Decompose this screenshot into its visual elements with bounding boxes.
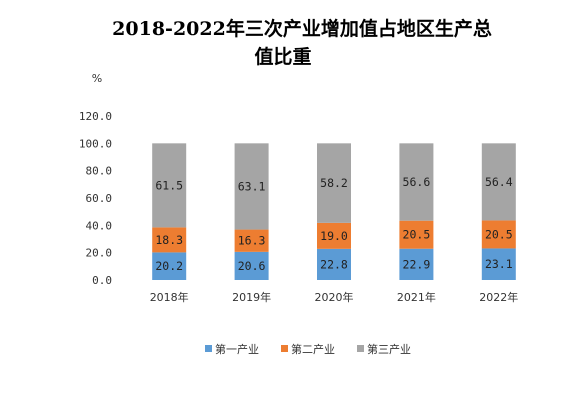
bar-segment xyxy=(399,143,434,221)
legend-label: 第二产业 xyxy=(291,342,335,356)
bars-group: 20.2 18.3 61.5 20.6 16.3 63.1 22.8 19.0 58.2 22.9… xyxy=(152,143,516,280)
y-tick-label: 80.0 xyxy=(86,165,113,178)
y-tick-label: 100.0 xyxy=(79,137,112,150)
bar-segment xyxy=(234,251,269,280)
data-label: 56.4 xyxy=(485,175,513,189)
x-category-label: 2019年 xyxy=(232,290,271,304)
x-category-label: 2018年 xyxy=(150,290,189,304)
data-label: 19.0 xyxy=(320,229,348,243)
data-label: 56.6 xyxy=(403,175,431,189)
legend-swatch xyxy=(357,345,364,352)
y-axis-unit: % xyxy=(92,72,102,85)
data-label: 18.3 xyxy=(155,233,183,247)
data-label: 61.5 xyxy=(155,178,183,192)
bar-segment xyxy=(234,143,269,230)
data-label: 63.1 xyxy=(238,179,266,193)
bar-segment xyxy=(152,252,187,280)
legend-swatch xyxy=(281,345,288,352)
legend: 第一产业 第二产业 第三产业 xyxy=(205,342,411,356)
data-label: 22.9 xyxy=(403,257,431,271)
y-tick-label: 40.0 xyxy=(86,219,113,232)
legend-label: 第一产业 xyxy=(215,342,259,356)
x-axis-categories: 2018年 2019年 2020年 2021年 2022年 xyxy=(150,290,519,304)
bar-segment xyxy=(481,248,516,280)
legend-item: 第一产业 xyxy=(205,342,259,356)
x-category-label: 2020年 xyxy=(315,290,354,304)
data-label: 20.6 xyxy=(238,259,266,273)
data-label: 58.2 xyxy=(320,176,348,190)
y-axis-ticks: 0.0 20.0 40.0 60.0 80.0 100.0 120.0 xyxy=(79,110,112,287)
data-label: 20.5 xyxy=(485,227,513,241)
data-label: 16.3 xyxy=(238,234,266,248)
chart-title-line1: 2018-2022年三次产业增加值占地区生产总 xyxy=(112,17,492,40)
data-label: 23.1 xyxy=(485,257,513,271)
bar-segment xyxy=(317,222,351,249)
bar-segment xyxy=(481,220,516,249)
y-tick-label: 0.0 xyxy=(92,274,112,287)
legend-label: 第三产业 xyxy=(367,342,411,356)
bar-segment xyxy=(399,220,434,249)
data-label: 20.5 xyxy=(403,228,431,242)
legend-item: 第二产业 xyxy=(281,342,335,356)
bar-segment xyxy=(317,248,351,280)
data-label: 20.2 xyxy=(155,259,183,273)
bar-segment xyxy=(481,143,516,221)
bar-segment xyxy=(317,143,351,223)
legend-swatch xyxy=(205,345,212,352)
y-tick-label: 60.0 xyxy=(86,192,113,205)
bar-segment xyxy=(399,248,434,280)
data-label: 22.8 xyxy=(320,257,348,271)
y-tick-label: 20.0 xyxy=(86,247,113,260)
legend-item: 第三产业 xyxy=(357,342,411,356)
y-tick-label: 120.0 xyxy=(79,110,112,123)
bar-segment xyxy=(152,143,187,228)
bar-segment xyxy=(234,229,269,252)
chart-title-line2: 值比重 xyxy=(254,45,311,68)
x-category-label: 2021年 xyxy=(397,290,436,304)
x-category-label: 2022年 xyxy=(479,290,518,304)
bar-segment xyxy=(152,227,187,253)
